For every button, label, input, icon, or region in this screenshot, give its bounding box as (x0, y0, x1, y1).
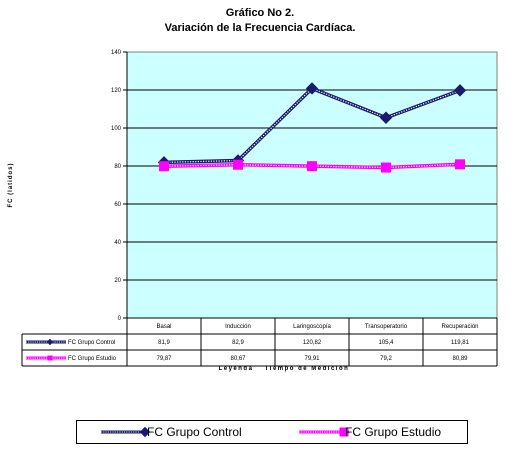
y-axis-label: FC (latidos) (8, 163, 14, 208)
data-label: 80,67 (230, 356, 246, 362)
legend-item: FC Grupo Estudio (299, 425, 441, 439)
plot-area (126, 51, 498, 319)
chart-title: Gráfico No 2. (225, 7, 295, 19)
y-tick-label: 40 (114, 240, 121, 246)
data-label: 80,89 (452, 356, 468, 362)
table-legend-label: Leyenda (219, 366, 254, 372)
data-label: 105,4 (378, 340, 394, 346)
data-point-diamond (379, 111, 393, 124)
data-point-square (47, 355, 53, 361)
category-label: Transoperatorio (365, 324, 408, 330)
data-point-square (307, 161, 317, 172)
category-label: Laringoscopía (293, 324, 331, 330)
category-label: Basal (156, 324, 171, 330)
y-tick-label: 140 (111, 50, 122, 56)
data-point-diamond (305, 82, 319, 95)
data-point-diamond (453, 84, 467, 97)
data-label: 79,87 (156, 356, 172, 362)
data-table: Basal Inducción Laringoscopía Transoperator… (21, 317, 498, 367)
data-point-diamond (139, 426, 151, 438)
legend-items: FC Grupo Control FC Grupo Estudio (101, 425, 441, 439)
category-label: Recuperación (441, 324, 478, 330)
table-series-name: FC Grupo Estudio (68, 356, 117, 362)
data-label: 119,81 (451, 340, 470, 346)
x-axis-label: Tiempo de Medición (265, 366, 350, 372)
chart-subtitle: Variación de la Frecuencia Cardíaca. (164, 22, 356, 34)
data-label: 120,82 (303, 340, 322, 346)
series-2 (159, 159, 465, 173)
data-label: 81,9 (158, 340, 170, 346)
y-axis-ticks: 0 20 40 60 80 100 120 140 (111, 50, 128, 322)
y-tick-label: 0 (118, 316, 122, 322)
data-point-square (339, 427, 349, 437)
legend: FC Grupo Control FC Grupo Estudio (76, 420, 468, 444)
legend-item: FC Grupo Control (101, 425, 242, 439)
y-tick-label: 120 (111, 88, 122, 94)
y-tick-label: 20 (114, 278, 121, 284)
y-tick-label: 100 (111, 126, 122, 132)
data-point-square (455, 159, 465, 170)
table-series-name: FC Grupo Control (68, 340, 115, 346)
data-point-square (381, 162, 391, 173)
category-label: Inducción (225, 324, 251, 330)
y-tick-label: 60 (114, 202, 121, 208)
legend-label: FC Grupo Estudio (345, 425, 441, 439)
series-group (157, 82, 467, 173)
data-label: 79,91 (304, 356, 320, 362)
data-point-square (233, 159, 243, 170)
data-label: 79,2 (380, 356, 392, 362)
data-label: 82,9 (232, 340, 244, 346)
data-point-diamond (46, 338, 54, 346)
legend-label: FC Grupo Control (147, 425, 242, 439)
y-tick-label: 80 (114, 164, 121, 170)
data-point-square (159, 161, 169, 172)
